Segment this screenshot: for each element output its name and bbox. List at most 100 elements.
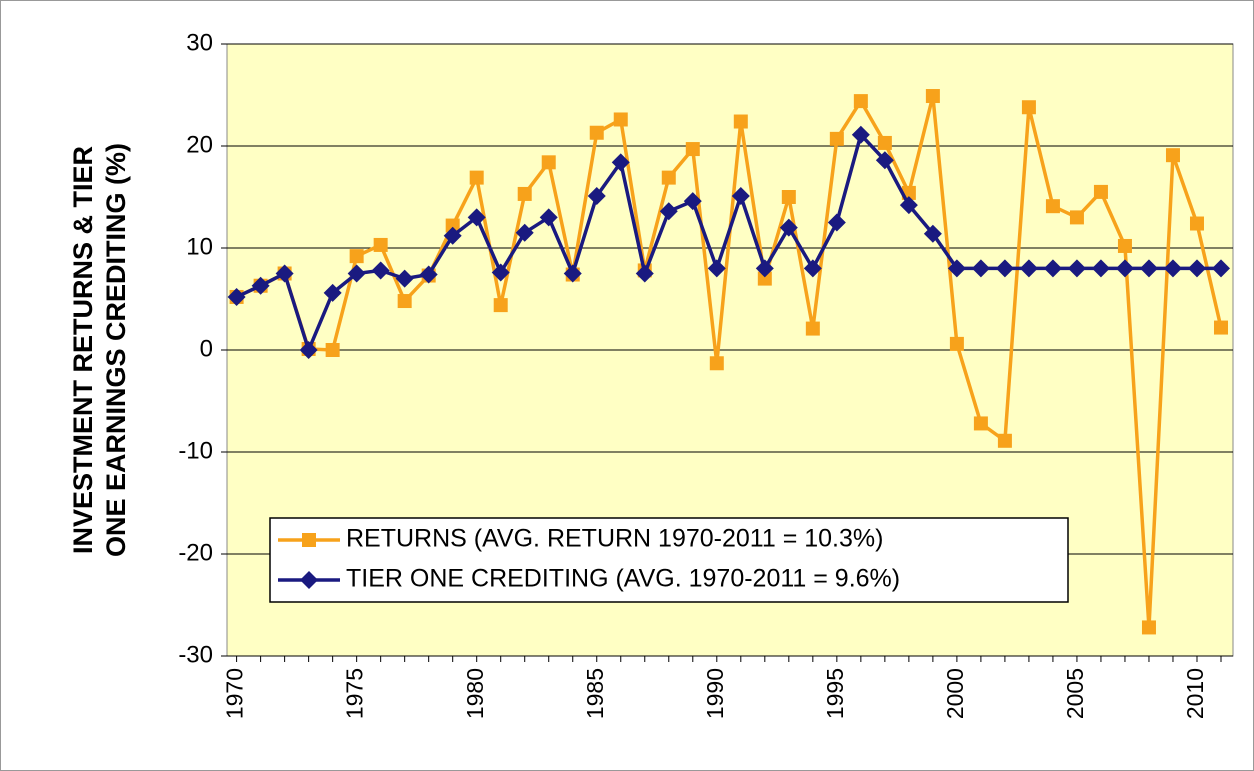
marker bbox=[635, 264, 654, 283]
marker bbox=[997, 433, 1012, 448]
marker bbox=[947, 259, 966, 278]
marker bbox=[971, 259, 990, 278]
marker bbox=[827, 213, 846, 232]
marker bbox=[275, 264, 294, 283]
marker bbox=[1189, 216, 1204, 231]
marker bbox=[493, 298, 508, 313]
marker bbox=[611, 153, 630, 172]
y-tick-label: 20 bbox=[186, 131, 213, 158]
marker bbox=[659, 202, 678, 221]
x-tick-label: 1975 bbox=[342, 668, 368, 719]
y-tick-label: -30 bbox=[178, 641, 213, 668]
marker bbox=[877, 135, 892, 150]
x-tick-label: 2000 bbox=[942, 668, 968, 719]
marker bbox=[1165, 148, 1180, 163]
y-tick-label: 10 bbox=[186, 233, 213, 260]
marker bbox=[1067, 259, 1086, 278]
x-tick-label: 1985 bbox=[582, 668, 608, 719]
marker bbox=[853, 94, 868, 109]
marker bbox=[949, 336, 964, 351]
marker bbox=[371, 261, 390, 280]
marker bbox=[1093, 184, 1108, 199]
marker bbox=[323, 283, 342, 302]
x-tick-label: 1990 bbox=[702, 668, 728, 719]
marker bbox=[829, 131, 844, 146]
marker bbox=[349, 249, 364, 264]
legend-label: TIER ONE CREDITING (AVG. 1970-2011 = 9.6… bbox=[346, 565, 900, 593]
marker bbox=[707, 259, 726, 278]
marker bbox=[1141, 620, 1156, 635]
marker bbox=[923, 224, 942, 243]
marker bbox=[899, 196, 918, 215]
marker bbox=[1021, 100, 1036, 115]
legend-marker bbox=[300, 571, 318, 589]
x-tick-label: 1980 bbox=[462, 668, 488, 719]
x-tick-label: 1995 bbox=[822, 668, 848, 719]
marker bbox=[443, 226, 462, 245]
y-tick-label: -10 bbox=[178, 437, 213, 464]
marker bbox=[395, 269, 414, 288]
marker bbox=[445, 218, 460, 233]
marker bbox=[1045, 199, 1060, 214]
y-axis-label: ONE EARNINGS CREDITING (%) bbox=[101, 143, 131, 557]
marker bbox=[1211, 259, 1230, 278]
marker bbox=[251, 276, 270, 295]
marker bbox=[419, 265, 438, 284]
marker bbox=[1069, 210, 1084, 225]
marker bbox=[733, 114, 748, 129]
marker bbox=[1163, 259, 1182, 278]
x-tick-label: 2010 bbox=[1182, 668, 1208, 719]
legend-marker bbox=[302, 533, 316, 547]
marker bbox=[517, 186, 532, 201]
marker bbox=[397, 294, 412, 309]
marker bbox=[731, 186, 750, 205]
marker bbox=[851, 125, 870, 144]
marker bbox=[803, 259, 822, 278]
x-tick-label: 2005 bbox=[1062, 668, 1088, 719]
marker bbox=[661, 170, 676, 185]
marker bbox=[973, 416, 988, 431]
marker bbox=[683, 192, 702, 211]
marker bbox=[563, 264, 582, 283]
marker bbox=[685, 142, 700, 157]
marker bbox=[587, 186, 606, 205]
marker bbox=[1115, 259, 1134, 278]
marker bbox=[757, 271, 772, 286]
marker bbox=[589, 125, 604, 140]
marker bbox=[755, 259, 774, 278]
legend-label: RETURNS (AVG. RETURN 1970-2011 = 10.3%) bbox=[346, 525, 883, 553]
y-tick-label: 0 bbox=[200, 335, 213, 362]
marker bbox=[1139, 259, 1158, 278]
marker bbox=[227, 287, 246, 306]
marker bbox=[1043, 259, 1062, 278]
marker bbox=[779, 218, 798, 237]
marker bbox=[613, 112, 628, 127]
x-tick-label: 1970 bbox=[222, 668, 248, 719]
marker bbox=[875, 151, 894, 170]
marker bbox=[1187, 259, 1206, 278]
marker bbox=[515, 223, 534, 242]
y-tick-label: 30 bbox=[186, 29, 213, 56]
marker bbox=[491, 263, 510, 282]
marker bbox=[467, 208, 486, 227]
y-tick-label: -20 bbox=[178, 539, 213, 566]
marker bbox=[1091, 259, 1110, 278]
legend-box bbox=[269, 517, 1069, 603]
marker bbox=[299, 341, 318, 359]
marker bbox=[469, 170, 484, 185]
marker bbox=[925, 89, 940, 104]
marker bbox=[709, 356, 724, 371]
marker bbox=[539, 208, 558, 227]
marker bbox=[1019, 259, 1038, 278]
marker bbox=[347, 264, 366, 283]
marker bbox=[781, 190, 796, 204]
marker bbox=[805, 321, 820, 336]
marker bbox=[325, 343, 340, 357]
marker bbox=[1213, 320, 1228, 335]
marker bbox=[541, 155, 556, 170]
marker bbox=[373, 237, 388, 252]
marker bbox=[1117, 238, 1132, 253]
marker bbox=[995, 259, 1014, 278]
